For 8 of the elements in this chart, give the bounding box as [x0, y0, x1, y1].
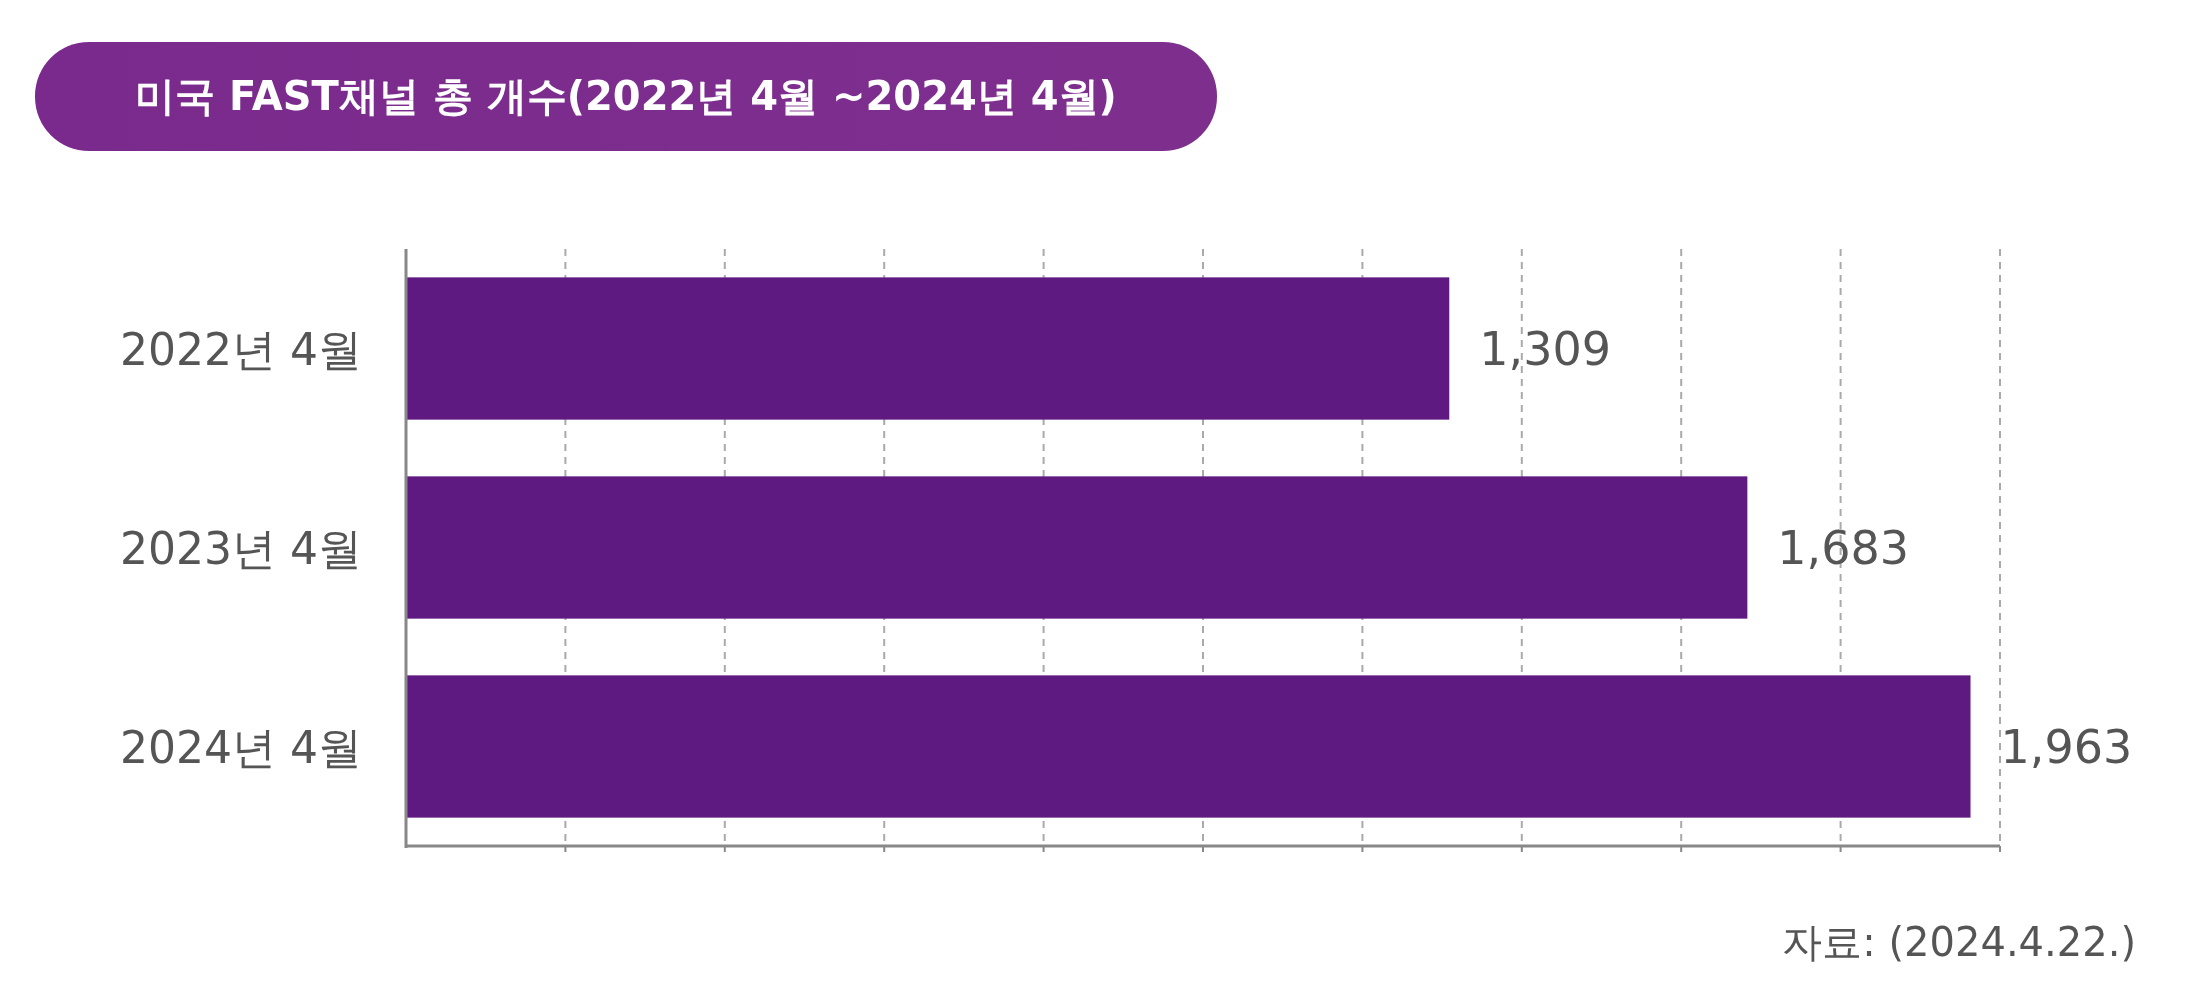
- y-tick-label: 2023년 4월: [120, 522, 362, 574]
- text: 자료: (2024.4.22.): [1782, 919, 2136, 965]
- chart-title: 미국 FAST채널 총 개수(2022년 4월 ~2024년 4월): [135, 73, 1117, 119]
- data-label: 1,683: [1777, 520, 1910, 575]
- data-label: 1,963: [2000, 719, 2133, 774]
- y-tick-label: 2024년 4월: [120, 721, 362, 773]
- data-label: 1,309: [1479, 321, 1611, 376]
- y-tick-label: 2022년 4월: [120, 323, 362, 375]
